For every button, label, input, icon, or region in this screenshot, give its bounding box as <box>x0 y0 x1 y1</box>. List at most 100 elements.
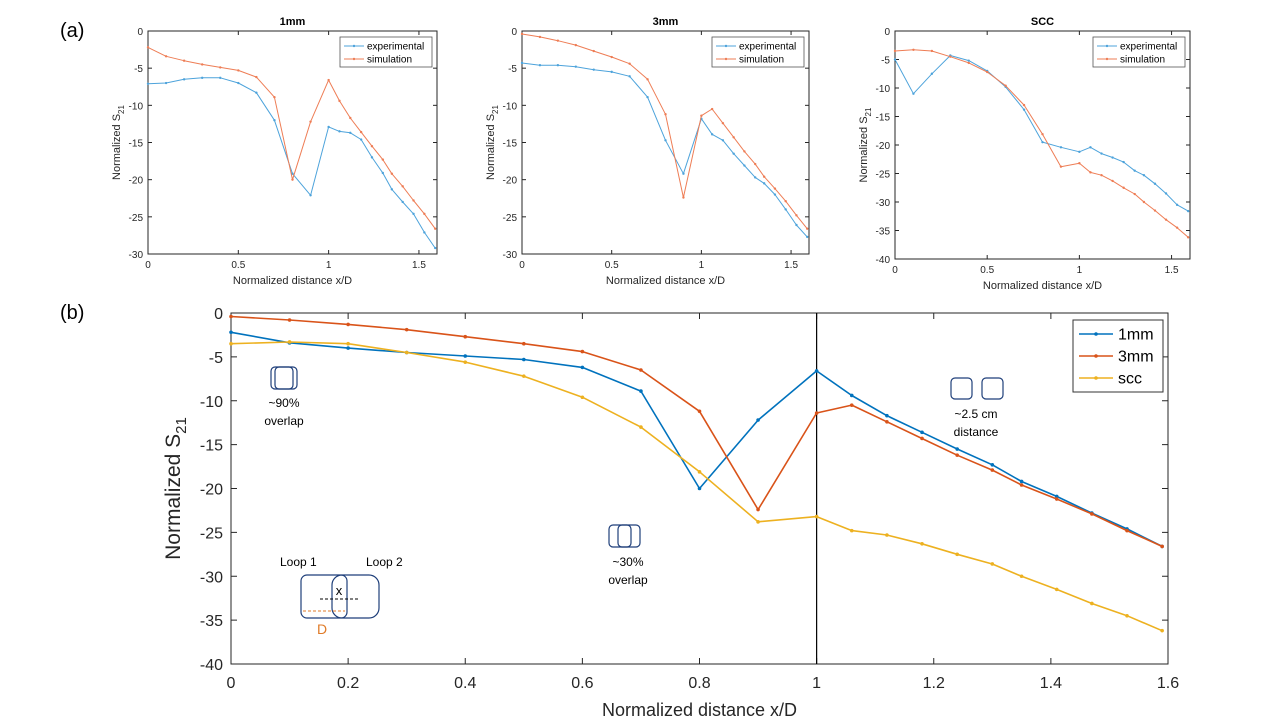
data-point-3mm <box>1160 544 1164 549</box>
legend-label: experimental <box>1120 42 1177 53</box>
legend-marker <box>724 44 728 48</box>
y-tick-label: -30 <box>200 569 223 586</box>
data-point-simulation <box>1041 132 1044 136</box>
data-point-3mm <box>920 436 924 441</box>
data-point-experimental <box>182 78 186 81</box>
x-tick-label: 0.8 <box>688 675 710 692</box>
data-point-experimental <box>237 81 240 85</box>
data-point-1mm <box>955 447 959 451</box>
data-point-1mm <box>580 365 585 370</box>
legend-label: simulation <box>367 55 412 66</box>
y-tick-label: 0 <box>137 27 143 38</box>
data-point-scc <box>639 425 643 429</box>
x-tick-label: 0.5 <box>980 265 994 276</box>
y-tick-label: -5 <box>209 350 223 367</box>
chart-a3: 0 0.5 1 1.5 0 -5 -10 -15 -20 -25 -30 -35 -40 SCC Norma… <box>858 16 1191 292</box>
loop-icon <box>617 524 641 548</box>
legend-label: simulation <box>739 55 784 66</box>
data-point-scc <box>463 360 468 364</box>
annotation-text: overlap <box>608 573 648 587</box>
data-point-simulation <box>237 69 240 72</box>
data-point-1mm <box>814 369 819 373</box>
data-point-simulation <box>743 150 746 153</box>
legend-label: 1mm <box>1118 327 1154 344</box>
legend-marker <box>352 44 356 48</box>
y-tick-label: -15 <box>503 139 518 150</box>
panel-label-b: (b) <box>60 302 85 324</box>
data-point-1mm <box>885 413 889 418</box>
data-point-experimental <box>200 76 204 80</box>
axes-box <box>521 30 810 255</box>
data-point-3mm <box>1019 483 1024 487</box>
data-point-3mm <box>955 453 959 457</box>
data-point-1mm <box>756 418 760 422</box>
data-point-simulation <box>359 130 363 134</box>
y-tick-label: -10 <box>503 101 518 112</box>
chart-title: 3mm <box>653 16 679 28</box>
y-tick-label: -5 <box>508 64 517 75</box>
data-point-simulation <box>753 162 757 166</box>
annotation-text: distance <box>954 425 999 439</box>
data-point-experimental <box>610 70 613 74</box>
data-point-scc <box>920 541 924 546</box>
loop-icon <box>274 366 298 390</box>
data-point-scc <box>849 528 854 533</box>
data-point-simulation <box>985 70 989 74</box>
data-point-simulation <box>538 35 542 39</box>
data-point-simulation <box>1059 165 1063 168</box>
y-tick-label: -40 <box>200 657 223 674</box>
data-point-scc <box>580 395 585 400</box>
data-point-3mm <box>346 322 350 327</box>
legend-label: experimental <box>739 42 796 53</box>
data-point-experimental <box>912 92 915 95</box>
legend-label: experimental <box>367 42 424 53</box>
data-point-simulation <box>795 214 798 217</box>
data-point-simulation <box>628 62 631 65</box>
data-point-experimental <box>273 119 276 122</box>
x-tick-label: 1 <box>326 260 332 271</box>
chart-a2: 0 0.5 1 1.5 0 -5 -10 -15 -20 -25 -30 3mm Normalized … <box>485 16 810 287</box>
data-point-3mm <box>814 411 819 415</box>
y-tick-label: -35 <box>876 227 891 238</box>
legend-marker <box>1094 354 1098 358</box>
data-point-simulation <box>255 75 258 79</box>
legend-label: simulation <box>1120 55 1165 66</box>
x-tick-label: 0.2 <box>337 675 359 692</box>
data-point-experimental <box>412 212 415 216</box>
data-point-simulation <box>1142 200 1146 204</box>
data-point-simulation <box>721 121 725 125</box>
data-point-experimental <box>1142 174 1146 177</box>
x-tick-label: 0 <box>892 265 898 276</box>
data-point-experimental <box>893 58 897 61</box>
data-point-simulation <box>412 199 415 202</box>
data-point-simulation <box>784 200 787 203</box>
x-tick-label: 0.5 <box>231 260 245 271</box>
data-point-simulation <box>762 175 766 178</box>
data-point-experimental <box>967 59 970 62</box>
data-point-simulation <box>1089 171 1092 174</box>
chart-title: 1mm <box>280 16 306 28</box>
data-point-experimental <box>762 182 766 185</box>
data-point-3mm <box>1090 512 1094 516</box>
data-point-experimental <box>646 95 649 99</box>
data-point-1mm <box>1019 479 1024 484</box>
data-point-simulation <box>1186 236 1190 239</box>
y-tick-label: -20 <box>876 141 891 152</box>
data-point-experimental <box>164 81 168 85</box>
data-point-3mm <box>463 334 468 339</box>
inset-annotations: ~90% overlap ~2.5 cm distance ~30% overlap Loo… <box>264 366 1004 637</box>
data-point-experimental <box>1059 146 1063 149</box>
x-tick-label: 1.6 <box>1157 675 1179 692</box>
data-point-experimental <box>309 194 312 197</box>
data-point-experimental <box>433 246 437 250</box>
data-point-experimental <box>538 63 542 67</box>
data-point-simulation <box>1122 186 1125 189</box>
data-point-experimental <box>423 231 426 234</box>
data-point-experimental <box>338 130 341 133</box>
data-point-experimental <box>291 172 294 175</box>
data-point-scc <box>346 341 350 346</box>
x-tick-label: 0.4 <box>454 675 476 692</box>
data-point-experimental <box>520 61 524 65</box>
chart-b: 0 0.2 0.4 0.6 0.8 1 1.2 1.4 1.6 0 -5 -10 -15 -20 -25 -3… <box>162 306 1179 720</box>
data-point-1mm <box>463 354 468 358</box>
